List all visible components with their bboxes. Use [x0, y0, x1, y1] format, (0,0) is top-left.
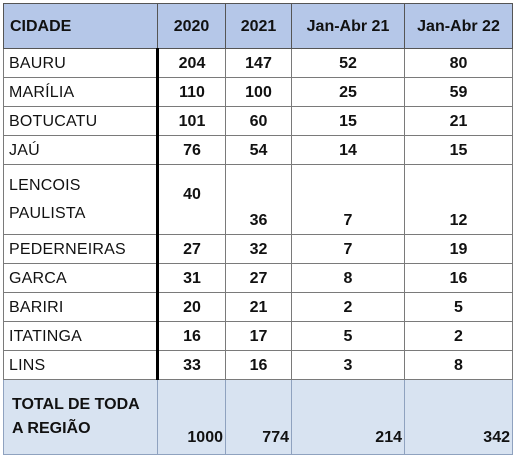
- total-2021: 774: [225, 379, 292, 455]
- header-jan-abr-21: Jan-Abr 21: [291, 3, 405, 49]
- value-jan-abr-21: 15: [291, 106, 405, 136]
- city-name: ITATINGA: [3, 321, 159, 351]
- value-jan-abr-21: 25: [291, 77, 405, 107]
- table-row: BAURU 204 147 52 80: [3, 48, 513, 78]
- city-name: JAÚ: [3, 135, 159, 165]
- value-2021: 17: [225, 321, 292, 351]
- value-jan-abr-22: 21: [404, 106, 513, 136]
- city-name-line-2: PAULISTA: [9, 204, 86, 222]
- header-jan-abr-22: Jan-Abr 22: [404, 3, 513, 49]
- city-name: GARCA: [3, 263, 159, 293]
- value-jan-abr-22: 59: [404, 77, 513, 107]
- city-name: LENCOIS PAULISTA: [3, 164, 159, 235]
- value-jan-abr-21: 2: [291, 292, 405, 322]
- table-row: GARCA 31 27 8 16: [3, 263, 513, 293]
- value-2020: 20: [157, 292, 226, 322]
- total-jan-abr-21: 214: [291, 379, 405, 455]
- value-2020: 27: [157, 234, 226, 264]
- city-name: PEDERNEIRAS: [3, 234, 159, 264]
- table-row: JAÚ 76 54 14 15: [3, 135, 513, 165]
- value-jan-abr-22: 80: [404, 48, 513, 78]
- city-name-line-1: LENCOIS: [9, 176, 81, 194]
- total-label-line-2: A REGIÃO: [12, 420, 91, 437]
- value-2021: 147: [225, 48, 292, 78]
- value-jan-abr-21: 52: [291, 48, 405, 78]
- table-row: BOTUCATU 101 60 15 21: [3, 106, 513, 136]
- value-2020: 101: [157, 106, 226, 136]
- value-2021: 32: [225, 234, 292, 264]
- value-jan-abr-22: 2: [404, 321, 513, 351]
- value-2020: 76: [157, 135, 226, 165]
- header-2021: 2021: [225, 3, 292, 49]
- value-2021: 36: [225, 164, 292, 235]
- total-jan-abr-22: 342: [404, 379, 513, 455]
- city-data-table: CIDADE 2020 2021 Jan-Abr 21 Jan-Abr 22 B…: [3, 3, 513, 455]
- value-jan-abr-21: 5: [291, 321, 405, 351]
- total-label-line-1: TOTAL DE TODA: [12, 396, 140, 413]
- city-name: BARIRI: [3, 292, 159, 322]
- total-2020: 1000: [157, 379, 226, 455]
- city-name: BOTUCATU: [3, 106, 159, 136]
- table-row: MARÍLIA 110 100 25 59: [3, 77, 513, 107]
- value-jan-abr-22: 12: [404, 164, 513, 235]
- value-jan-abr-21: 8: [291, 263, 405, 293]
- value-jan-abr-21: 14: [291, 135, 405, 165]
- header-row: CIDADE 2020 2021 Jan-Abr 21 Jan-Abr 22: [3, 3, 513, 49]
- value-jan-abr-21: 7: [291, 164, 405, 235]
- value-2021: 16: [225, 350, 292, 380]
- value-jan-abr-22: 5: [404, 292, 513, 322]
- value-jan-abr-22: 19: [404, 234, 513, 264]
- table-row: ITATINGA 16 17 5 2: [3, 321, 513, 351]
- header-2020: 2020: [157, 3, 226, 49]
- table-row: BARIRI 20 21 2 5: [3, 292, 513, 322]
- value-2021: 54: [225, 135, 292, 165]
- table-row: LENCOIS PAULISTA 40 36 7 12: [3, 164, 513, 235]
- value-2021: 27: [225, 263, 292, 293]
- value-2021: 100: [225, 77, 292, 107]
- header-city: CIDADE: [3, 3, 158, 49]
- value-jan-abr-22: 8: [404, 350, 513, 380]
- value-jan-abr-22: 15: [404, 135, 513, 165]
- city-name: LINS: [3, 350, 159, 380]
- value-2020: 40: [157, 164, 226, 235]
- value-jan-abr-21: 3: [291, 350, 405, 380]
- value-2020: 33: [157, 350, 226, 380]
- table-row: LINS 33 16 3 8: [3, 350, 513, 380]
- value-jan-abr-21: 7: [291, 234, 405, 264]
- value-2021: 21: [225, 292, 292, 322]
- value-2020: 16: [157, 321, 226, 351]
- value-jan-abr-22: 16: [404, 263, 513, 293]
- city-name: MARÍLIA: [3, 77, 159, 107]
- value-2020: 31: [157, 263, 226, 293]
- value-2020: 110: [157, 77, 226, 107]
- total-row: TOTAL DE TODA A REGIÃO 1000 774 214 342: [3, 379, 513, 455]
- value-2020: 204: [157, 48, 226, 78]
- value-2021: 60: [225, 106, 292, 136]
- total-label: TOTAL DE TODA A REGIÃO: [3, 379, 158, 455]
- city-name: BAURU: [3, 48, 159, 78]
- table-row: PEDERNEIRAS 27 32 7 19: [3, 234, 513, 264]
